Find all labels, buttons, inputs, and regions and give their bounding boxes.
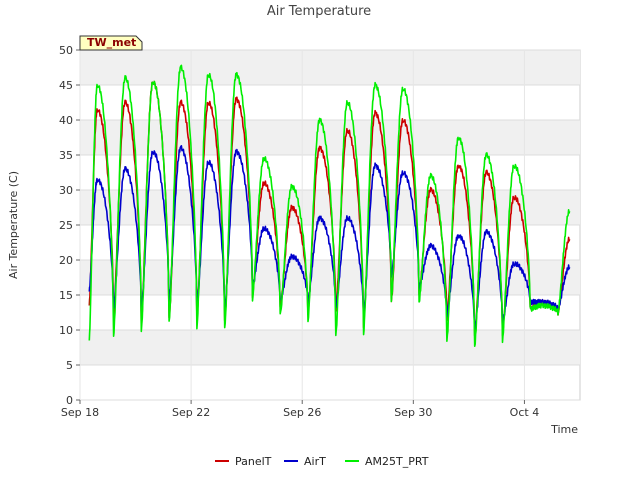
series-lines (88, 64, 571, 347)
y-tick-label: 20 (59, 254, 73, 267)
y-tick-label: 30 (59, 184, 73, 197)
x-tick-label: Sep 26 (283, 406, 321, 419)
legend-label: AirT (304, 455, 326, 468)
y-tick-label: 35 (59, 149, 73, 162)
x-tick-label: Oct 4 (510, 406, 540, 419)
x-tick-label: Sep 22 (172, 406, 210, 419)
series-line-am25t_prt (88, 64, 571, 347)
series-line-airt (88, 145, 571, 330)
x-axis: Sep 18 Sep 22 Sep 26 Sep 30 Oct 4 (61, 400, 539, 419)
x-tick-label: Sep 30 (394, 406, 432, 419)
y-tick-label: 40 (59, 114, 73, 127)
y-tick-label: 50 (59, 44, 73, 57)
grid-band (80, 120, 580, 155)
y-tick-label: 0 (66, 394, 73, 407)
y-tick-label: 5 (66, 359, 73, 372)
legend: PanelT AirT AM25T_PRT (215, 455, 429, 468)
y-tick-label: 45 (59, 79, 73, 92)
station-badge: TW_met (79, 35, 143, 51)
y-tick-label: 15 (59, 289, 73, 302)
station-label: TW_met (87, 36, 136, 49)
grid-band (80, 330, 580, 365)
chart-title: Air Temperature (267, 4, 371, 19)
legend-label: AM25T_PRT (365, 455, 429, 468)
x-tick-label: Sep 18 (61, 406, 99, 419)
y-axis-label: Air Temperature (C) (7, 171, 20, 279)
x-axis-label: Time (550, 423, 578, 436)
grid-band (80, 50, 580, 85)
y-axis: 0 5 10 15 20 25 30 35 40 45 50 (59, 44, 80, 407)
y-tick-label: 25 (59, 219, 73, 232)
grid (79, 49, 580, 401)
y-tick-label: 10 (59, 324, 73, 337)
legend-label: PanelT (235, 455, 272, 468)
